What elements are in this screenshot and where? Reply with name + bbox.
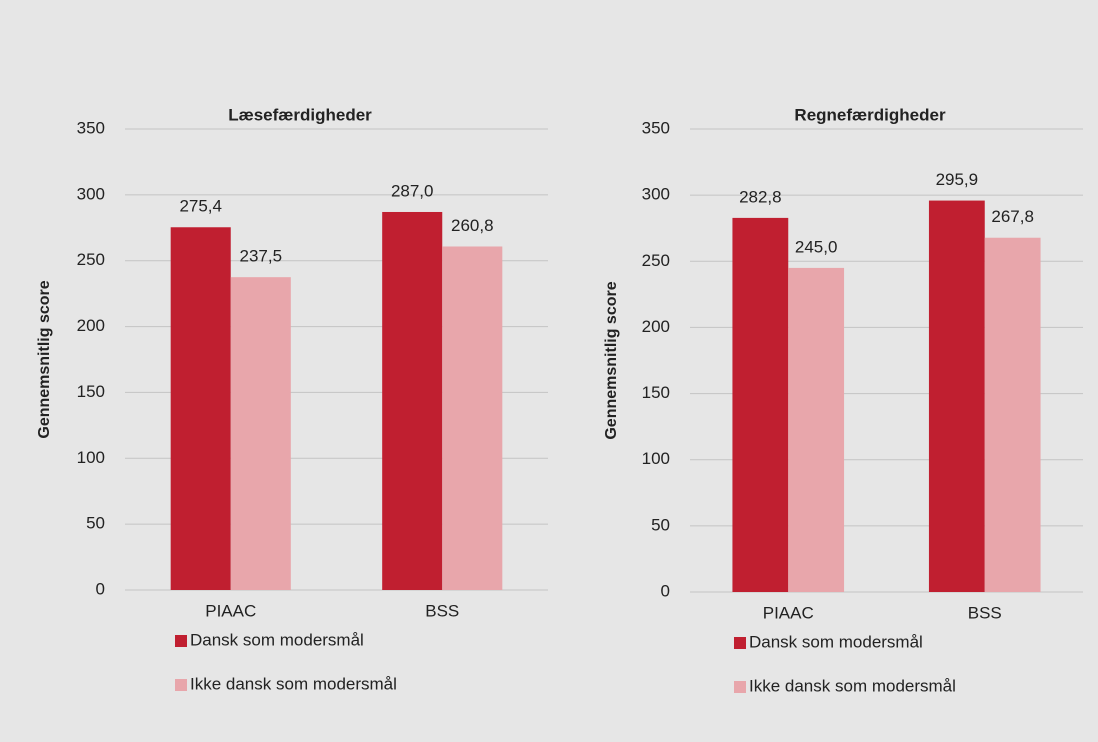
- y-tick-label: 0: [661, 581, 670, 600]
- legend-swatch: [734, 681, 746, 693]
- y-tick-label: 250: [77, 250, 105, 269]
- legend-swatch: [175, 635, 187, 647]
- y-axis-label: Gennemsnitlig score: [36, 280, 53, 438]
- bar: [788, 267, 845, 592]
- legend-label: Ikke dansk som modersmål: [749, 676, 956, 695]
- chart-title: Regnefærdigheder: [794, 105, 946, 124]
- data-label: 237,5: [240, 247, 283, 266]
- y-tick-label: 100: [77, 448, 105, 467]
- bar: [984, 237, 1041, 592]
- chart-title: Læsefærdigheder: [228, 105, 372, 124]
- bar: [732, 217, 789, 592]
- y-tick-label: 100: [642, 449, 670, 468]
- legend-label: Dansk som modersmål: [749, 632, 923, 651]
- y-tick-label: 300: [77, 184, 105, 203]
- bar: [382, 211, 443, 591]
- legend-label: Dansk som modersmål: [190, 630, 364, 649]
- y-tick-label: 0: [96, 579, 105, 598]
- data-label: 282,8: [739, 187, 782, 206]
- y-tick-label: 250: [642, 251, 670, 270]
- y-tick-label: 350: [77, 118, 105, 137]
- data-label: 267,8: [991, 207, 1034, 226]
- y-tick-label: 350: [642, 118, 670, 137]
- y-tick-label: 200: [77, 316, 105, 335]
- bar: [442, 246, 503, 590]
- y-tick-label: 50: [86, 514, 105, 533]
- y-tick-label: 200: [642, 317, 670, 336]
- x-tick-label: PIAAC: [205, 601, 256, 620]
- data-label: 275,4: [179, 197, 222, 216]
- data-label: 295,9: [936, 170, 979, 189]
- y-axis-label: Gennemsnitlig score: [603, 281, 620, 439]
- bar: [928, 200, 985, 592]
- y-tick-label: 150: [642, 383, 670, 402]
- y-tick-label: 50: [651, 515, 670, 534]
- x-tick-label: BSS: [968, 603, 1002, 622]
- legend-label: Ikke dansk som modersmål: [190, 674, 397, 693]
- y-tick-label: 150: [77, 382, 105, 401]
- legend-swatch: [175, 679, 187, 691]
- y-tick-label: 300: [642, 185, 670, 204]
- data-label: 287,0: [391, 181, 434, 200]
- x-tick-label: BSS: [425, 601, 459, 620]
- data-label: 245,0: [795, 237, 838, 256]
- x-tick-label: PIAAC: [763, 603, 814, 622]
- bar: [170, 227, 231, 590]
- data-label: 260,8: [451, 216, 494, 235]
- bar: [230, 277, 291, 590]
- legend-swatch: [734, 637, 746, 649]
